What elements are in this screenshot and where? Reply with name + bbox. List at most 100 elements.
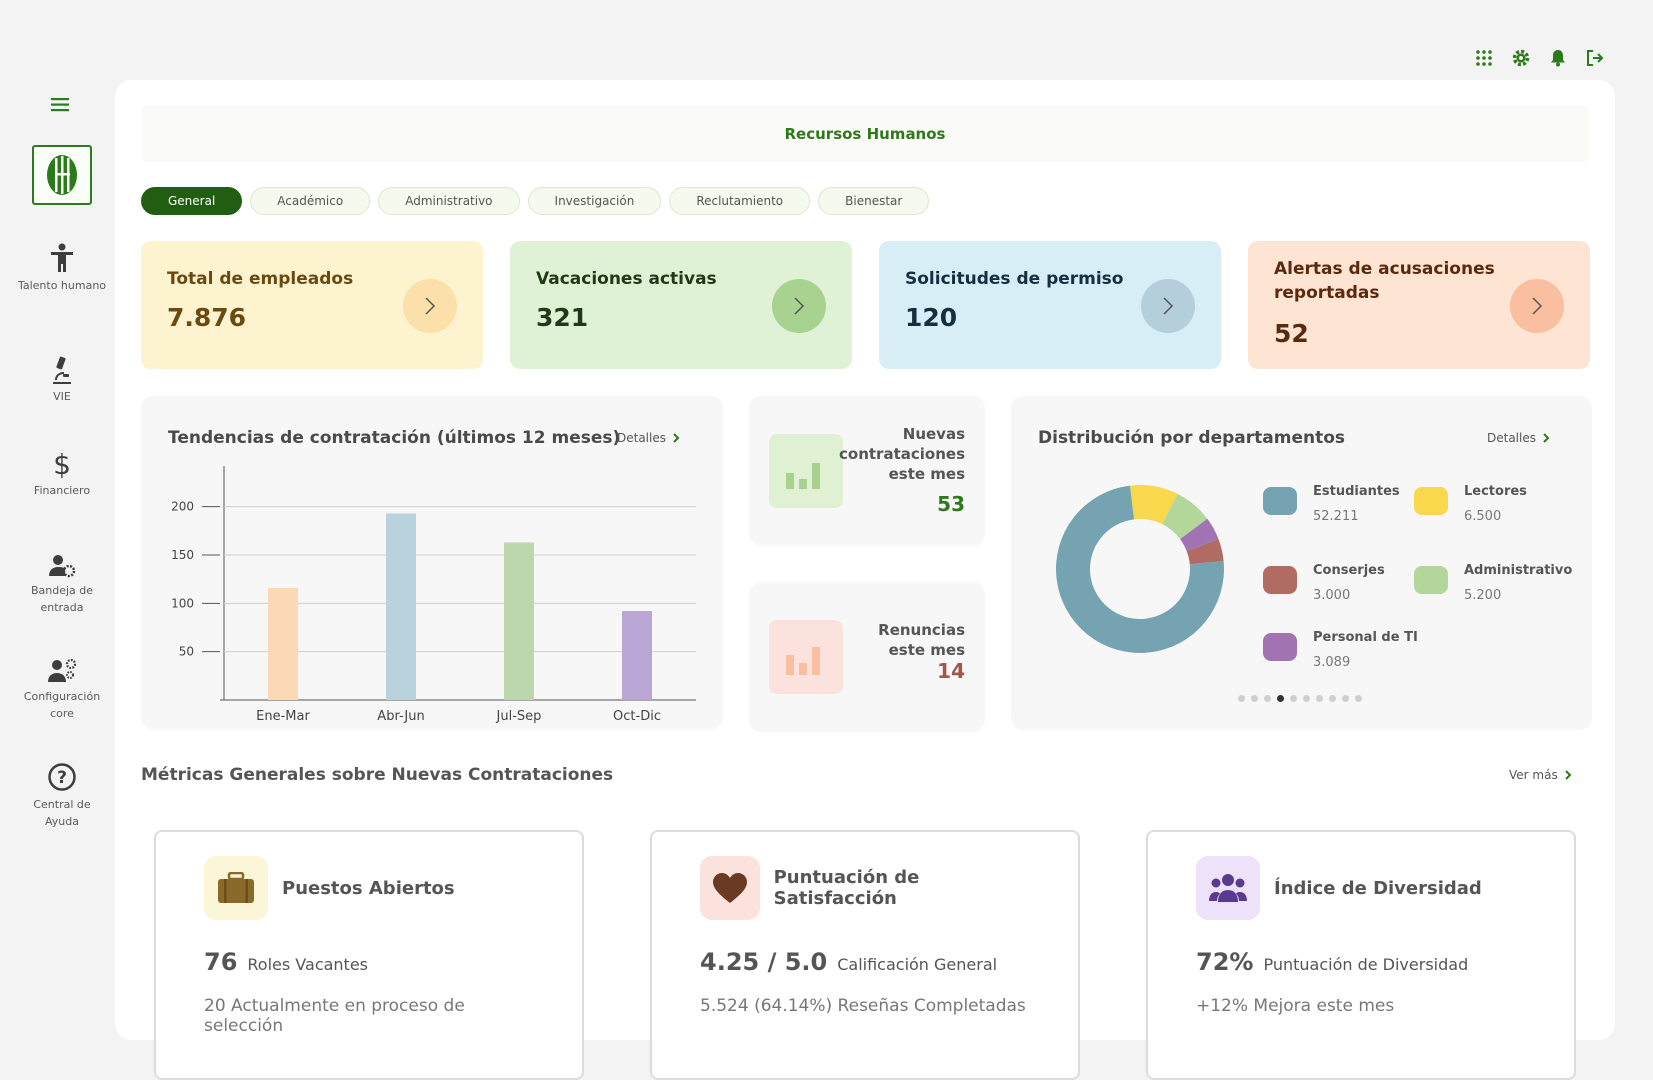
resignations-card: Renuncias este mes 14 [749,582,985,732]
metric-label: Calificación General [837,955,998,974]
y-tick-label: 150 [171,548,194,562]
y-tick-label: 200 [171,500,194,514]
metric-value: 4.25 / 5.0 [700,948,828,976]
bar [622,611,652,700]
bell-icon[interactable] [1548,48,1568,68]
carousel-dots[interactable] [1238,695,1362,702]
donut-chart [1056,485,1224,653]
menu-icon[interactable] [51,97,71,117]
new-hires-value: 53 [937,492,965,516]
see-more-link[interactable]: Ver más [1509,768,1572,782]
legend-item: Lectores 6.500 [1414,484,1527,524]
y-tick-label: 100 [171,596,194,610]
tab-bar: General Académico Administrativo Investi… [141,187,930,215]
y-tick-label: 50 [179,645,194,659]
microscope-icon [53,356,71,384]
details-label: Detalles [1487,431,1536,445]
see-more-label: Ver más [1509,768,1558,782]
legend-label: Conserjes [1313,563,1385,578]
kpi-title: Alertas de acusaciones reportadas [1274,259,1495,303]
logout-icon[interactable] [1585,48,1605,68]
sidebar-item-label: VIE [53,390,71,403]
tab-reclutamiento[interactable]: Reclutamiento [669,187,811,215]
users-gear-icon [48,658,77,682]
svg-text:$: $ [53,448,71,478]
tab-academico[interactable]: Académico [250,187,371,215]
legend-item: Conserjes 3.000 [1263,563,1385,603]
chevron-right-icon [1543,433,1550,443]
legend-count: 3.089 [1313,655,1351,670]
kpi-value: 52 [1274,319,1309,348]
tab-investigacion[interactable]: Investigación [527,187,662,215]
kpi-arrow-button[interactable] [1510,279,1564,333]
metric-value: 72% [1196,948,1254,976]
person-icon [51,243,73,272]
section-title: Métricas Generales sobre Nuevas Contrata… [141,765,614,785]
briefcase-icon [204,856,268,920]
heart-icon [700,856,760,920]
kpi-title: Solicitudes de permiso [905,269,1124,289]
chevron-right-icon [673,433,680,443]
hiring-trend-panel: Tendencias de contratación (últimos 12 m… [141,396,723,730]
details-link[interactable]: Detalles [617,431,680,445]
sidebar-item-label: Configuración core [23,690,101,720]
details-link[interactable]: Detalles [1487,431,1550,445]
x-tick-label: Oct-Dic [613,709,661,724]
kpi-value: 120 [905,303,958,332]
tab-administrativo[interactable]: Administrativo [378,187,520,215]
donut-slice [1129,485,1178,525]
sidebar-item-ayuda[interactable]: ? Central de Ayuda [12,762,112,830]
bar-chart-icon [769,434,843,508]
panel-title: Distribución por departamentos [1038,428,1346,448]
sidebar-item-label: Talento humano [17,279,107,292]
metric-sub: +12% Mejora este mes [1196,996,1395,1016]
legend-item: Estudiantes 52.211 [1263,484,1400,524]
legend-count: 3.000 [1313,588,1351,603]
tab-bienestar[interactable]: Bienestar [818,187,930,215]
metric-title: Índice de Diversidad [1274,877,1482,899]
top-toolbar [1474,48,1605,68]
chevron-right-icon [794,297,805,315]
legend-count: 52.211 [1313,509,1359,524]
kpi-value: 7.876 [167,303,247,332]
tab-general[interactable]: General [141,187,243,215]
chevron-right-icon [425,297,436,315]
kpi-arrow-button[interactable] [772,279,826,333]
donut-slice [1180,518,1219,552]
x-tick-label: Abr-Jun [377,709,424,724]
new-hires-title: Nuevas contrataciones este mes [839,425,965,483]
sidebar-item-bandeja[interactable]: Bandeja de entrada [12,554,112,616]
metric-sub: 5.524 (64.14%) Reseñas Completadas [700,996,1026,1016]
x-tick-label: Jul-Sep [496,709,542,724]
chevron-right-icon [1163,297,1174,315]
dollar-icon: $ [53,448,71,478]
logo[interactable] [32,145,92,205]
new-hires-card: Nuevas contrataciones este mes 53 [749,396,985,546]
legend-count: 6.500 [1464,509,1502,524]
donut-slice [1162,493,1208,540]
page-title: Recursos Humanos [141,106,1589,162]
sidebar-item-talento[interactable]: Talento humano [12,243,112,294]
bar [268,587,298,700]
legend-item: Personal de TI 3.089 [1263,630,1418,670]
metric-card-diversity: Índice de Diversidad 72% Puntuación de Di… [1146,830,1576,1080]
metric-card-satisfaction: Puntuación de Satisfacción 4.25 / 5.0 Cal… [650,830,1080,1080]
sidebar-item-financiero[interactable]: $ Financiero [12,448,112,499]
sidebar-item-vie[interactable]: VIE [12,356,112,405]
panel-title: Tendencias de contratación (últimos 12 m… [168,428,621,448]
kpi-arrow-button[interactable] [1141,279,1195,333]
department-distribution-panel: Distribución por departamentos Detalles … [1011,396,1592,730]
kpi-arrow-button[interactable] [403,279,457,333]
kpi-card-total-empleados: Total de empleados 7.876 [141,241,483,369]
gear-icon[interactable] [1511,48,1531,68]
kpi-card-alertas: Alertas de acusaciones reportadas 52 [1248,241,1590,369]
legend-item: Administrativo 5.200 [1414,563,1572,603]
apps-grid-icon[interactable] [1474,48,1494,68]
chevron-right-icon [1532,297,1543,315]
sidebar-item-label: Bandeja de entrada [30,584,94,614]
kpi-title: Total de empleados [167,269,354,289]
legend-label: Personal de TI [1313,630,1418,645]
kpi-value: 321 [536,303,589,332]
metric-label: Roles Vacantes [247,955,369,974]
sidebar-item-configuracion[interactable]: Configuración core [12,658,112,722]
